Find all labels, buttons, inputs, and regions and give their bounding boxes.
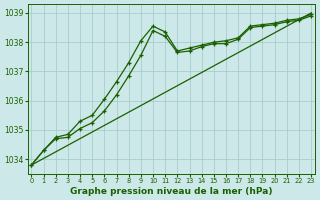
X-axis label: Graphe pression niveau de la mer (hPa): Graphe pression niveau de la mer (hPa) [70,187,273,196]
